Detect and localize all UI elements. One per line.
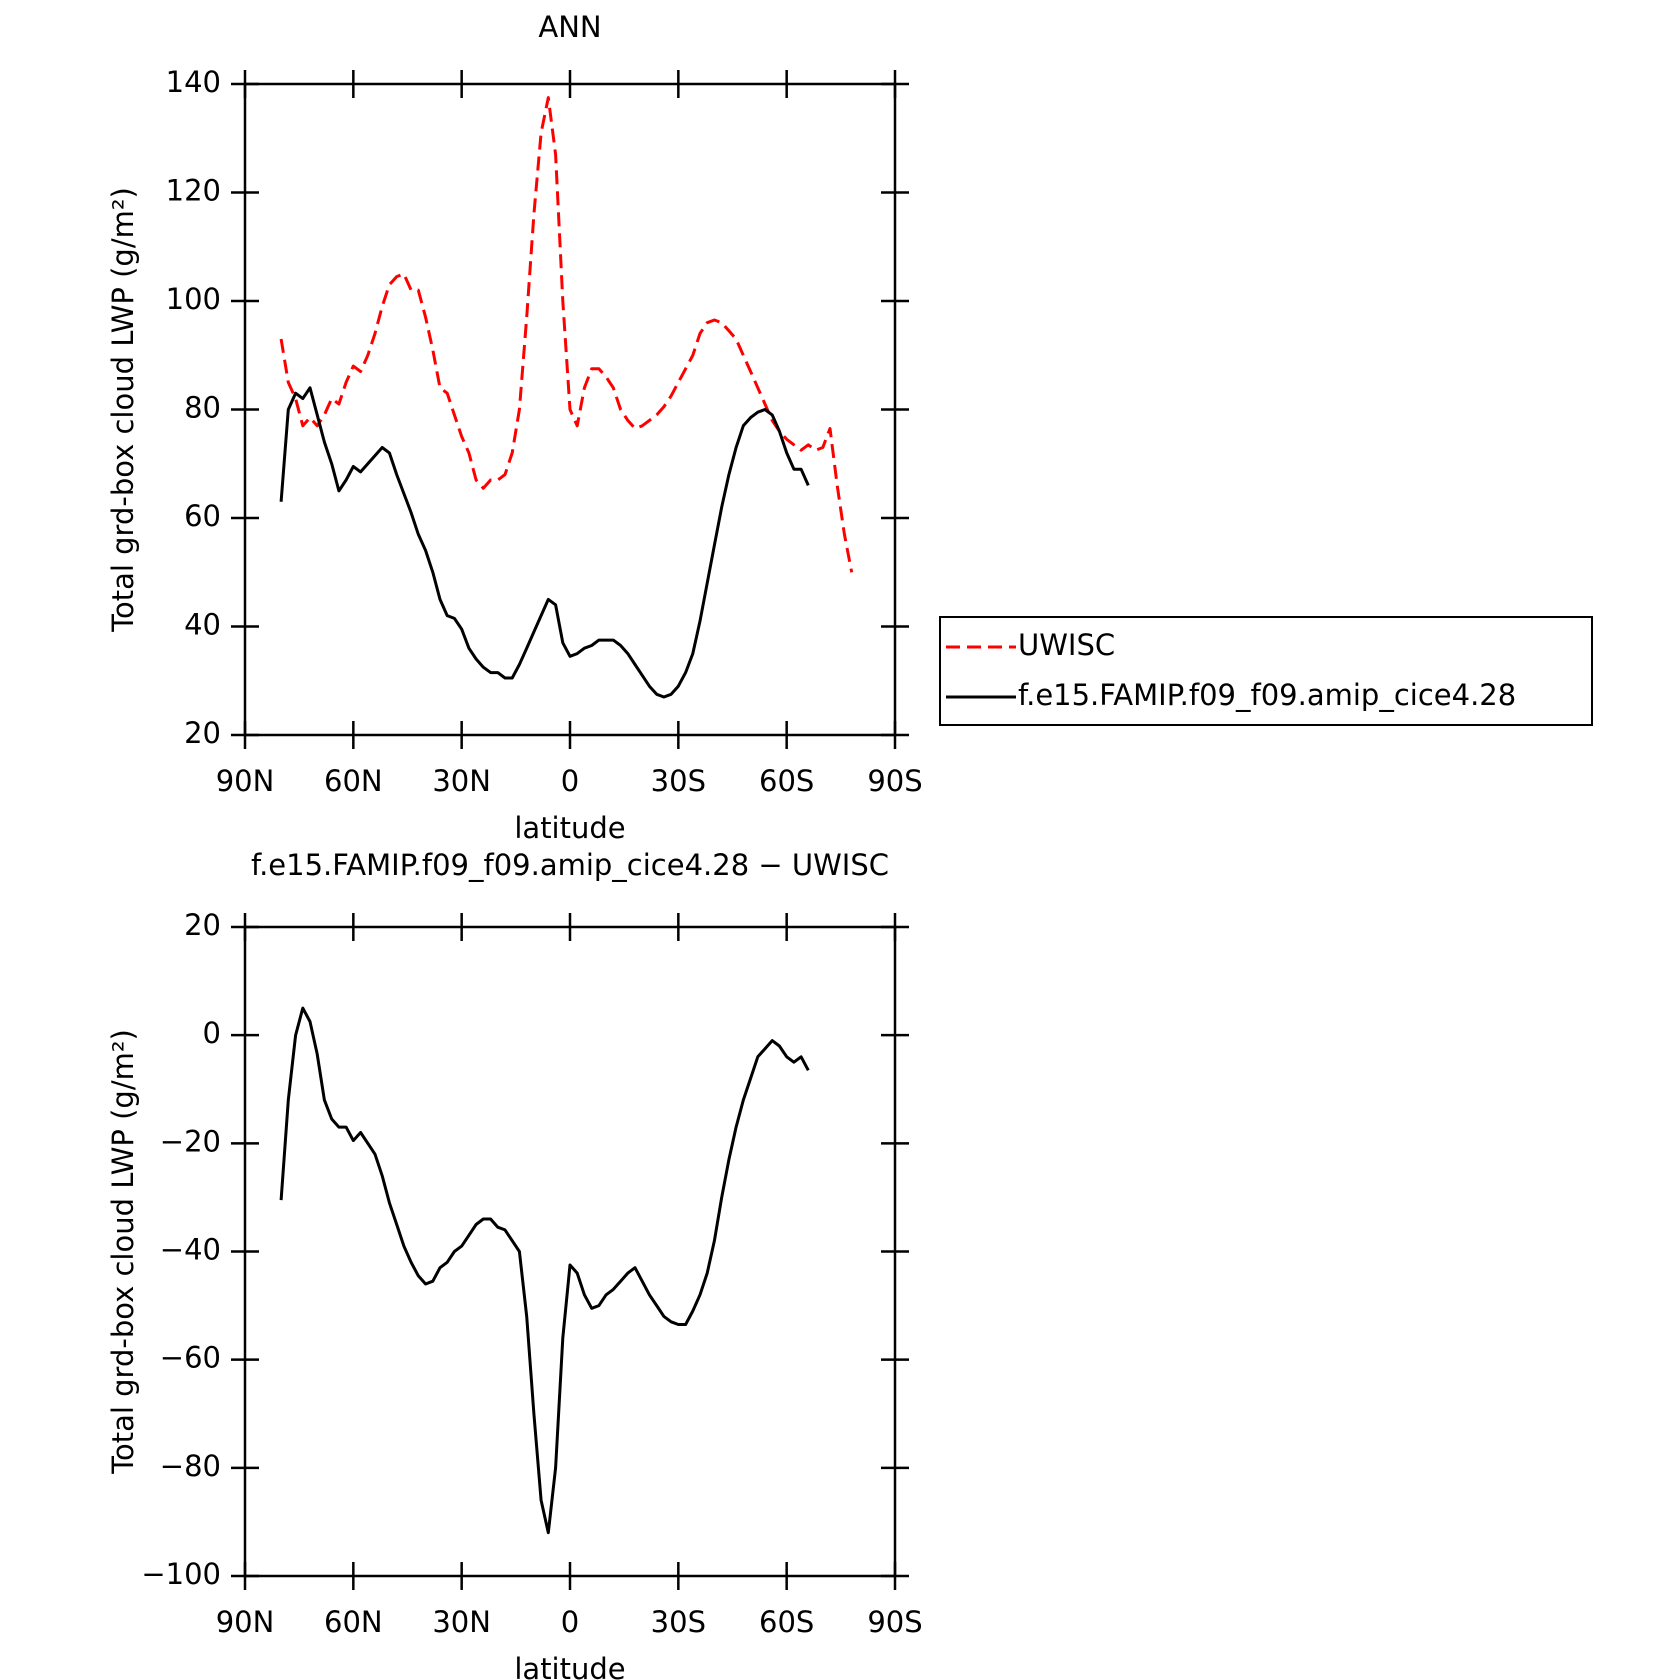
chart-title: f.e15.FAMIP.f09_f09.amip_cice4.28 − UWIS…: [251, 848, 889, 882]
legend-label: f.e15.FAMIP.f09_f09.amip_cice4.28: [1018, 678, 1516, 712]
x-tick-label: 0: [561, 764, 579, 798]
x-tick-label: 0: [561, 1605, 579, 1639]
y-tick-label: 20: [184, 716, 221, 750]
x-tick-label: 60S: [759, 1605, 814, 1639]
x-axis-label: latitude: [514, 1652, 625, 1680]
x-tick-label: 90N: [216, 1605, 275, 1639]
x-tick-label: 90S: [867, 1605, 922, 1639]
y-tick-label: 40: [184, 608, 221, 642]
y-tick-label: 0: [203, 1016, 221, 1050]
y-tick-label: 120: [166, 174, 221, 208]
x-tick-label: 30N: [432, 764, 491, 798]
x-tick-label: 30S: [651, 764, 706, 798]
y-tick-label: 100: [166, 282, 221, 316]
x-tick-label: 90S: [867, 764, 922, 798]
y-tick-label: 60: [184, 499, 221, 533]
y-tick-label: −80: [160, 1449, 221, 1483]
x-tick-label: 60N: [324, 764, 383, 798]
x-tick-label: 90N: [216, 764, 275, 798]
x-tick-label: 30S: [651, 1605, 706, 1639]
data-line: [279, 386, 810, 699]
y-axis-label: Total grd-box cloud LWP (g/m²): [106, 187, 140, 633]
chart-title: ANN: [538, 10, 601, 44]
y-tick-label: −20: [160, 1124, 221, 1158]
y-tick-label: −60: [160, 1341, 221, 1375]
legend-label: UWISC: [1018, 628, 1115, 662]
plot-frame: [243, 925, 897, 1578]
y-axis-label: Total grd-box cloud LWP (g/m²): [106, 1029, 140, 1475]
y-tick-label: 80: [184, 391, 221, 425]
legend-box: [939, 616, 1593, 726]
x-axis-label: latitude: [514, 811, 625, 845]
y-tick-label: −100: [141, 1557, 221, 1591]
data-line: [279, 96, 854, 573]
y-tick-label: 140: [166, 65, 221, 99]
x-tick-label: 60N: [324, 1605, 383, 1639]
y-tick-label: −40: [160, 1233, 221, 1267]
x-tick-label: 30N: [432, 1605, 491, 1639]
y-tick-label: 20: [184, 908, 221, 942]
data-line: [279, 1006, 810, 1535]
x-tick-label: 60S: [759, 764, 814, 798]
